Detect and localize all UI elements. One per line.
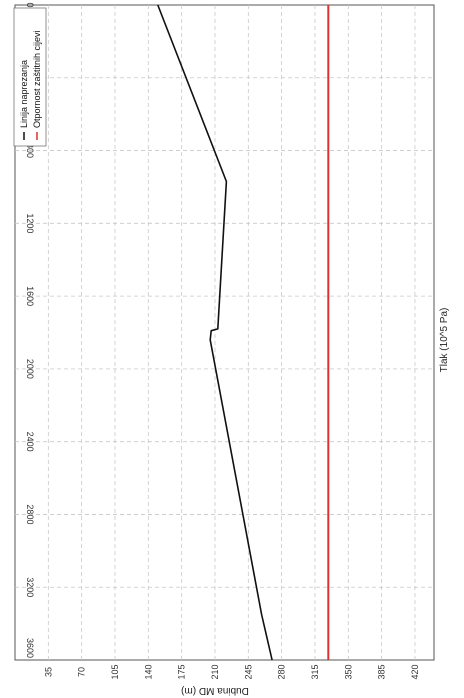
legend-box	[13, 7, 47, 147]
tick-label-pressure: 280	[277, 664, 287, 679]
tick-label-depth: 2400	[25, 432, 35, 452]
pressure-tick-labels: 35 70 105 140 175 210 245 280 315 350 385 420	[43, 664, 420, 679]
tick-label-depth: 1600	[25, 286, 35, 306]
tick-label-pressure: 175	[177, 664, 187, 679]
tick-label-depth: 0	[25, 2, 35, 7]
tick-label-pressure: 70	[77, 667, 87, 677]
series-line-stress	[157, 4, 273, 661]
legend-label-casing-resistance: Otpornost zaštitnih cijevi	[32, 30, 42, 128]
tick-label-pressure: 420	[410, 664, 420, 679]
tick-label-depth: 3200	[25, 577, 35, 597]
tick-label-depth: 2000	[25, 359, 35, 379]
x-axis-title: Dubina MD (m)	[181, 685, 249, 696]
tick-label-pressure: 245	[243, 664, 253, 679]
plot-frame	[14, 4, 435, 661]
tick-label-pressure: 35	[43, 667, 53, 677]
legend-label-stress-line: Linija naprezanja	[19, 60, 29, 128]
tick-label-pressure: 105	[110, 664, 120, 679]
tick-label-depth: 800	[25, 143, 35, 158]
tick-label-depth: 2800	[25, 504, 35, 524]
legend: Linija naprezanja Otpornost zaštitnih ci…	[13, 7, 47, 147]
tick-label-depth: 3600	[25, 638, 35, 658]
tick-label-pressure: 385	[377, 664, 387, 679]
tick-label-depth: 1200	[25, 213, 35, 233]
tick-label-pressure: 210	[210, 664, 220, 679]
tick-label-pressure: 140	[143, 664, 153, 679]
series-layer	[157, 4, 330, 661]
tick-label-pressure: 350	[343, 664, 353, 679]
y-axis-title: Tlak (10^5 Pa)	[439, 308, 450, 373]
tick-label-pressure: 315	[310, 664, 320, 679]
